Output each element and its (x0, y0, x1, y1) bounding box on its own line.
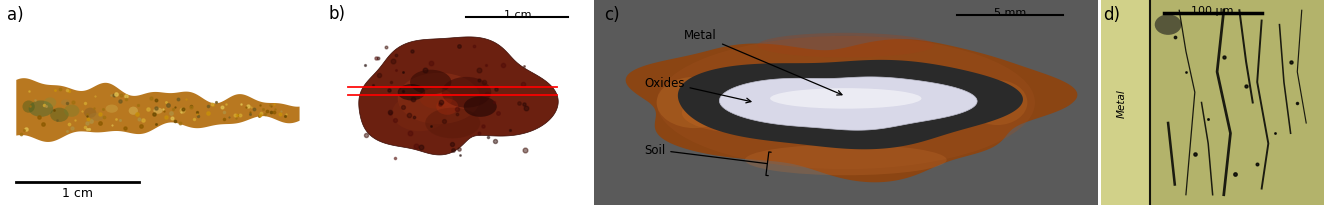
Polygon shape (16, 79, 300, 142)
Polygon shape (625, 40, 1077, 182)
Ellipse shape (896, 74, 997, 111)
Ellipse shape (681, 93, 807, 133)
Ellipse shape (656, 37, 1035, 169)
Ellipse shape (397, 73, 481, 124)
Ellipse shape (106, 105, 118, 113)
Ellipse shape (44, 98, 56, 108)
Ellipse shape (179, 108, 186, 114)
Ellipse shape (1155, 15, 1182, 36)
Ellipse shape (64, 105, 80, 117)
Ellipse shape (29, 101, 53, 117)
Text: 1 cm: 1 cm (62, 186, 93, 199)
Ellipse shape (436, 99, 458, 115)
Ellipse shape (129, 107, 138, 115)
Ellipse shape (50, 108, 69, 122)
Ellipse shape (392, 95, 448, 132)
Ellipse shape (656, 77, 732, 129)
Text: c): c) (604, 6, 619, 24)
Text: 1 cm: 1 cm (503, 10, 531, 20)
Ellipse shape (23, 101, 35, 113)
Bar (1150, 1, 1324, 205)
Text: d): d) (1104, 6, 1121, 24)
Polygon shape (359, 38, 558, 155)
Ellipse shape (745, 145, 947, 175)
Text: b): b) (329, 5, 345, 23)
Ellipse shape (442, 77, 491, 108)
Text: Metal: Metal (1117, 89, 1126, 117)
Polygon shape (720, 77, 977, 131)
Ellipse shape (153, 108, 162, 114)
Bar (1101, 1, 1150, 205)
Text: Oxides: Oxides (644, 76, 750, 103)
Text: Metal: Metal (684, 29, 842, 96)
Text: 5 mm: 5 mm (993, 8, 1025, 18)
Ellipse shape (463, 97, 497, 117)
Ellipse shape (89, 113, 104, 121)
Ellipse shape (757, 34, 934, 58)
Ellipse shape (967, 81, 1028, 125)
Ellipse shape (410, 70, 452, 95)
Ellipse shape (84, 108, 97, 118)
Ellipse shape (770, 89, 922, 109)
Ellipse shape (61, 100, 70, 106)
Ellipse shape (425, 108, 481, 139)
Polygon shape (677, 61, 1023, 150)
Text: a): a) (7, 6, 24, 24)
Text: 100 μm: 100 μm (1191, 6, 1234, 16)
Text: Soil: Soil (644, 143, 772, 176)
Ellipse shape (420, 89, 453, 109)
Ellipse shape (397, 85, 425, 101)
